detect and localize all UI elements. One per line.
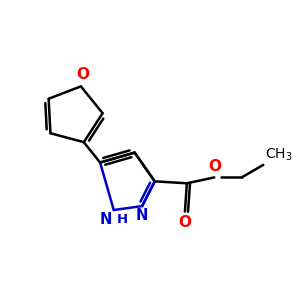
Text: CH$_3$: CH$_3$ [265,147,293,163]
Text: O: O [76,68,89,82]
Text: O: O [178,215,191,230]
Text: O: O [208,159,222,174]
Text: N: N [99,212,112,227]
Text: N: N [136,208,148,223]
Text: H: H [117,213,128,226]
